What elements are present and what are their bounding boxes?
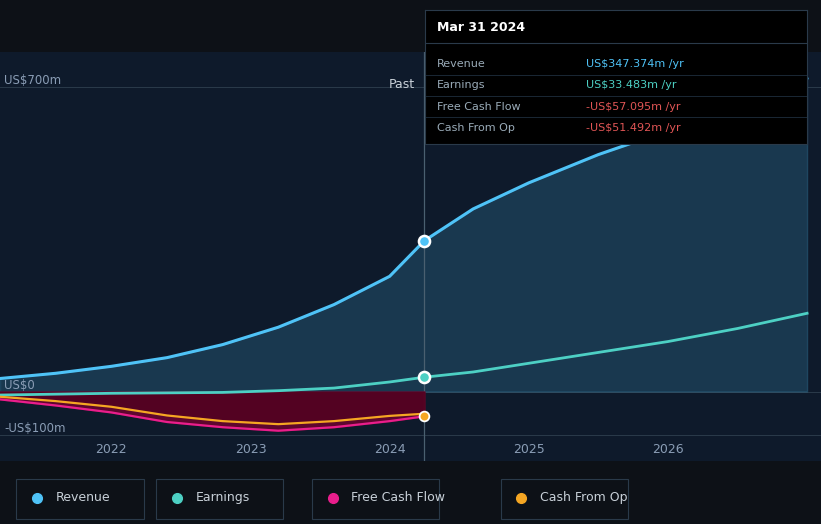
Text: Analysts Forecasts: Analysts Forecasts [434, 79, 551, 92]
Text: -US$57.095m /yr: -US$57.095m /yr [585, 102, 680, 112]
Text: US$700m: US$700m [4, 74, 62, 87]
Text: Free Cash Flow: Free Cash Flow [351, 492, 445, 504]
Bar [0, 52, 424, 461]
Text: US$33.483m /yr: US$33.483m /yr [585, 80, 677, 90]
Text: -US$100m: -US$100m [4, 422, 66, 435]
Text: US$0: US$0 [4, 378, 35, 391]
Text: Free Cash Flow: Free Cash Flow [437, 102, 521, 112]
Text: Revenue: Revenue [437, 59, 485, 69]
Text: Earnings: Earnings [437, 80, 485, 90]
Text: Past: Past [388, 79, 415, 92]
Text: 2025: 2025 [513, 443, 544, 456]
Text: US$347.374m /yr: US$347.374m /yr [585, 59, 683, 69]
Text: 2023: 2023 [235, 443, 266, 456]
Text: Mar 31 2024: Mar 31 2024 [437, 21, 525, 35]
Text: -US$51.492m /yr: -US$51.492m /yr [585, 123, 681, 133]
Text: Cash From Op: Cash From Op [437, 123, 515, 133]
Text: 2026: 2026 [652, 443, 684, 456]
Text: 2022: 2022 [95, 443, 127, 456]
Text: 2024: 2024 [374, 443, 406, 456]
Text: Earnings: Earnings [195, 492, 250, 504]
Text: Revenue: Revenue [56, 492, 111, 504]
Text: Cash From Op: Cash From Op [540, 492, 628, 504]
